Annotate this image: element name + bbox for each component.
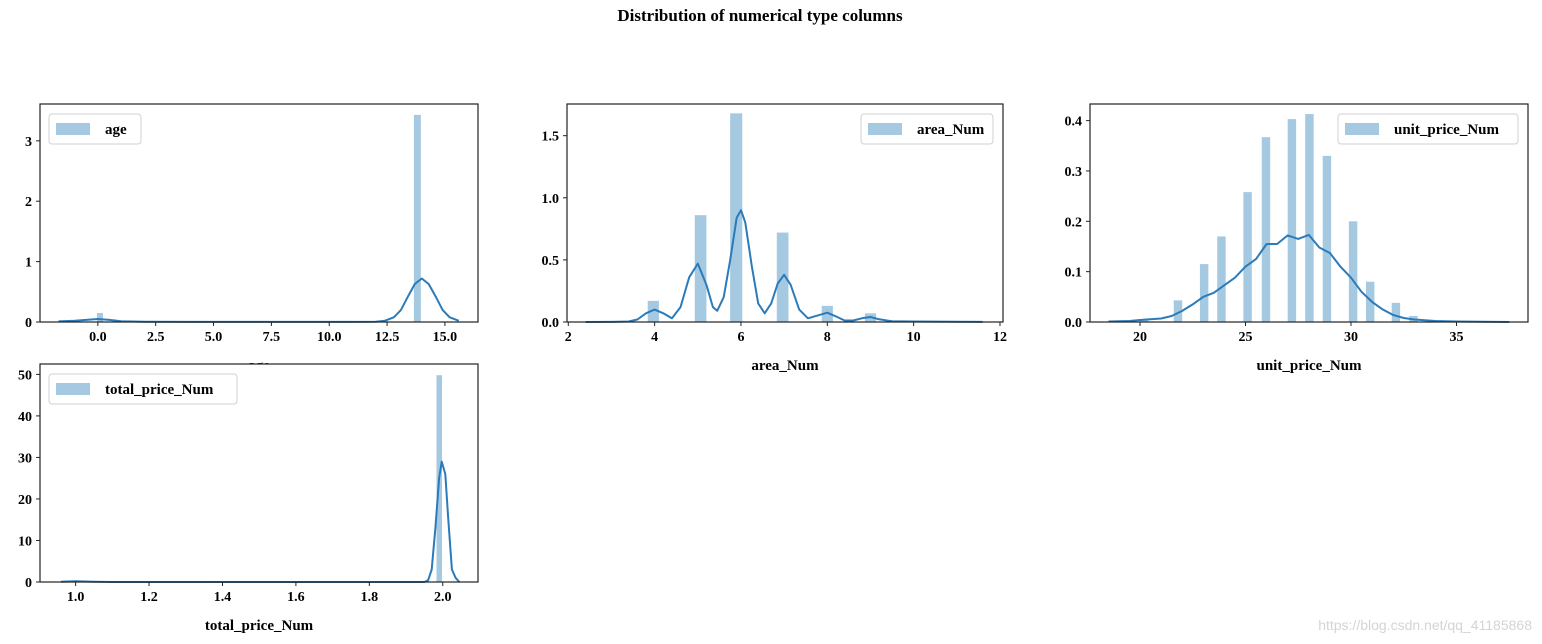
axes-frame xyxy=(39,103,479,323)
x-tick-label: 0.0 xyxy=(89,330,107,345)
x-tick-label: 30 xyxy=(1344,330,1358,345)
x-tick-label: 10.0 xyxy=(317,330,342,345)
x-tick-label: 2 xyxy=(565,330,572,345)
y-tick-label: 1 xyxy=(25,256,32,271)
x-tick-label: 2.5 xyxy=(147,330,165,345)
histogram-bar xyxy=(1348,221,1358,322)
x-axis-label: total_price_Num xyxy=(205,618,314,634)
y-tick-label: 40 xyxy=(18,410,32,425)
y-tick-label: 0.5 xyxy=(542,254,560,269)
legend-box xyxy=(860,113,994,145)
kde-line xyxy=(585,209,983,323)
x-tick-label: 25 xyxy=(1238,330,1252,345)
watermark: https://blog.csdn.net/qq_41185868 xyxy=(1318,617,1532,633)
histogram-bar xyxy=(96,312,103,322)
x-tick-label: 12.5 xyxy=(375,330,400,345)
x-tick-label: 8 xyxy=(824,330,831,345)
x-tick-label: 2.0 xyxy=(434,590,452,605)
histogram-bar xyxy=(1287,119,1297,322)
x-tick-label: 1.8 xyxy=(361,590,379,605)
x-tick-label: 10 xyxy=(907,330,921,345)
x-tick-label: 1.0 xyxy=(67,590,85,605)
x-tick-label: 4 xyxy=(651,330,658,345)
x-axis-label: area_Num xyxy=(751,358,819,374)
legend-label: total_price_Num xyxy=(105,382,214,398)
y-tick-label: 0.3 xyxy=(1065,165,1083,180)
subplot-3: 20 25 30 350.00.10.20.30.4unit_price_Numuni… xyxy=(1065,103,1529,374)
histogram-bar xyxy=(1365,281,1375,322)
y-tick-label: 0.1 xyxy=(1065,266,1083,281)
histogram-bar xyxy=(1305,114,1314,323)
x-axis-label: unit_price_Num xyxy=(1257,358,1363,374)
legend-label: area_Num xyxy=(917,122,985,138)
histogram-bar xyxy=(647,300,659,322)
legend-label: age xyxy=(105,122,127,138)
kde-line xyxy=(1108,233,1510,323)
x-tick-label: 15.0 xyxy=(433,330,458,345)
histogram-bar xyxy=(1322,155,1332,322)
subplot-4: 1.0 1.2 1.4 1.6 1.8 2.0 0 10 20 30 40 50 total_price… xyxy=(18,363,479,634)
y-tick-label: 0.2 xyxy=(1065,215,1083,230)
kde-line xyxy=(58,277,460,323)
histogram-bar xyxy=(1391,302,1401,322)
legend: area_Num xyxy=(860,113,994,145)
histogram-bar xyxy=(821,305,833,322)
legend-swatch xyxy=(56,383,90,395)
y-tick-label: 20 xyxy=(18,493,32,508)
y-tick-label: 10 xyxy=(18,534,32,549)
subplot-1: 0.02.55.07.510.012.515.00123ageage xyxy=(25,103,479,374)
histogram-bar xyxy=(1217,236,1226,322)
x-tick-label: 12 xyxy=(993,330,1007,345)
histogram-bar xyxy=(1261,137,1271,322)
y-tick-label: 50 xyxy=(18,368,32,383)
legend-swatch xyxy=(56,123,90,135)
legend-swatch xyxy=(1345,123,1379,135)
legend-box xyxy=(48,113,142,145)
legend-box xyxy=(1337,113,1519,145)
axes-frame xyxy=(1089,103,1529,323)
y-tick-label: 30 xyxy=(18,451,32,466)
y-tick-label: 0.4 xyxy=(1065,115,1083,130)
histogram-bar xyxy=(1199,264,1209,322)
y-tick-label: 0 xyxy=(25,316,32,331)
y-tick-label: 1.0 xyxy=(542,192,560,207)
y-tick-label: 2 xyxy=(25,195,32,210)
y-tick-label: 0.0 xyxy=(542,316,560,331)
legend-label: unit_price_Num xyxy=(1394,122,1500,138)
axes-frame xyxy=(39,363,479,583)
histogram-bar xyxy=(413,114,421,322)
x-tick-label: 7.5 xyxy=(263,330,281,345)
x-tick-label: 35 xyxy=(1449,330,1463,345)
legend-box xyxy=(48,373,238,405)
x-tick-label: 6 xyxy=(737,330,744,345)
y-tick-label: 0.0 xyxy=(1065,316,1083,331)
x-tick-label: 1.2 xyxy=(140,590,158,605)
y-tick-label: 1.5 xyxy=(542,130,560,145)
x-tick-label: 20 xyxy=(1133,330,1147,345)
histogram-bar xyxy=(1173,300,1183,322)
y-tick-label: 0 xyxy=(25,576,32,591)
x-tick-label: 5.0 xyxy=(205,330,223,345)
x-tick-label: 1.4 xyxy=(214,590,232,605)
histogram-bar xyxy=(1243,192,1252,322)
subplot-2: 2 4 6 8 10 12 0.0 0.5 1.0 1.5 area_Num area_Num xyxy=(542,103,1007,374)
legend: total_price_Num xyxy=(48,373,238,405)
histogram-bar xyxy=(1140,319,1149,322)
legend: age xyxy=(48,113,142,145)
legend-swatch xyxy=(868,123,902,135)
axes-frame xyxy=(566,103,1004,323)
y-tick-label: 3 xyxy=(25,135,32,150)
x-tick-label: 1.6 xyxy=(287,590,305,605)
figure-title: Distribution of numerical type columns xyxy=(617,6,903,25)
legend: unit_price_Num xyxy=(1337,113,1519,145)
